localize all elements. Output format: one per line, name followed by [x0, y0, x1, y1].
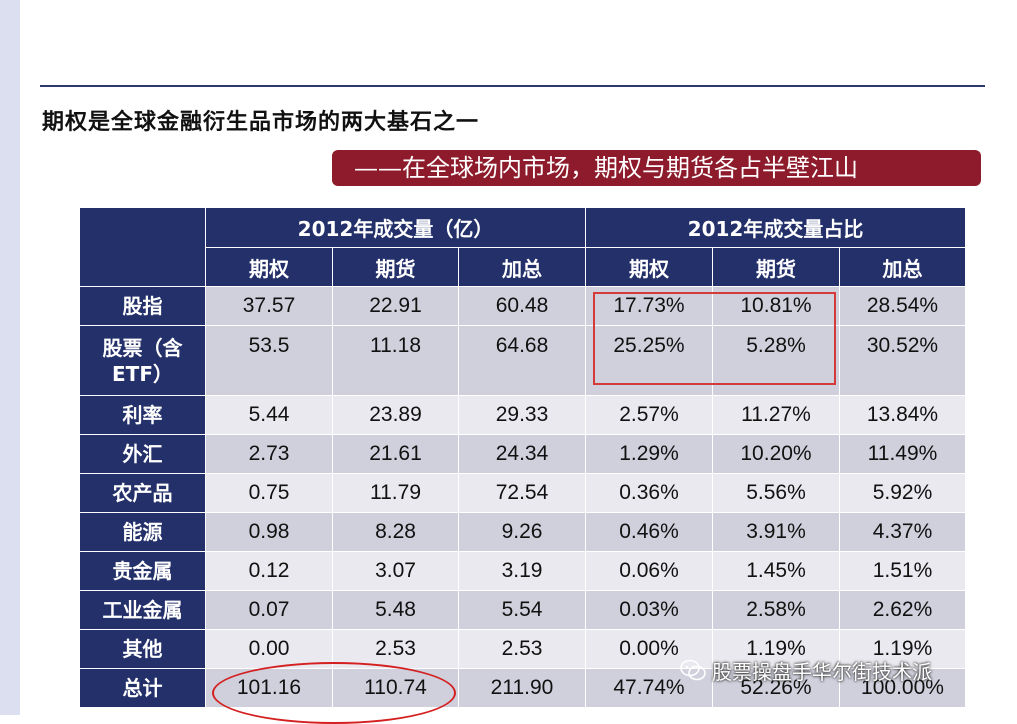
- table-cell: 0.46%: [585, 512, 713, 552]
- table-cell: 9.26: [458, 512, 586, 552]
- row-label: 利率: [79, 395, 206, 435]
- row-label: 农产品: [79, 473, 206, 513]
- table-row: 股指 37.57 22.91 60.48 17.73% 10.81% 28.54…: [79, 286, 966, 326]
- table-cell: 1.45%: [712, 551, 840, 591]
- table-cell: 5.44: [205, 395, 333, 435]
- table-cell: 1.29%: [585, 434, 713, 474]
- col-header: 期权: [585, 247, 713, 287]
- table-cell: 29.33: [458, 395, 586, 435]
- table-cell: 24.34: [458, 434, 586, 474]
- table-cell: 1.51%: [839, 551, 966, 591]
- table-cell: 0.36%: [585, 473, 713, 513]
- top-divider: [40, 85, 985, 87]
- table-cell: 11.79: [332, 473, 459, 513]
- table-cell: 23.89: [332, 395, 459, 435]
- table-cell: 0.75: [205, 473, 333, 513]
- row-label: 外汇: [79, 434, 206, 474]
- table-cell: 0.03%: [585, 590, 713, 630]
- table-cell: 0.00: [205, 629, 333, 669]
- table-cell: 4.37%: [839, 512, 966, 552]
- table-cell: 1.19%: [712, 629, 840, 669]
- table-cell: 0.12: [205, 551, 333, 591]
- row-label: 能源: [79, 512, 206, 552]
- table-row: 能源 0.98 8.28 9.26 0.46% 3.91% 4.37%: [79, 512, 966, 552]
- col-header: 期货: [332, 247, 459, 287]
- table-cell: 8.28: [332, 512, 459, 552]
- row-label: 贵金属: [79, 551, 206, 591]
- table-cell: 2.58%: [712, 590, 840, 630]
- table-cell: 13.84%: [839, 395, 966, 435]
- col-header: 加总: [458, 247, 586, 287]
- table-row: 农产品 0.75 11.79 72.54 0.36% 5.56% 5.92%: [79, 473, 966, 513]
- table-cell: 3.19: [458, 551, 586, 591]
- group-header-share: 2012年成交量占比: [585, 207, 966, 248]
- row-label: 总计: [79, 668, 206, 708]
- corner-cell: [79, 207, 206, 287]
- col-header: 加总: [839, 247, 966, 287]
- col-header: 期货: [712, 247, 840, 287]
- wechat-icon: [680, 659, 706, 681]
- table-cell: 72.54: [458, 473, 586, 513]
- left-decor-strip: [0, 0, 20, 715]
- table-cell: 100.00%: [839, 668, 966, 708]
- col-header: 期权: [205, 247, 333, 287]
- watermark: 股票操盘手华尔街技术派: [680, 655, 932, 685]
- table-cell: 37.57: [205, 286, 333, 326]
- table-cell: 5.54: [458, 590, 586, 630]
- table-cell: 25.25%: [585, 325, 713, 396]
- table-cell: 5.56%: [712, 473, 840, 513]
- table-cell: 5.48: [332, 590, 459, 630]
- table-cell: 0.06%: [585, 551, 713, 591]
- table-cell: 101.16: [205, 668, 333, 708]
- table-cell: 64.68: [458, 325, 586, 396]
- row-label: 其他: [79, 629, 206, 669]
- table-cell: 2.57%: [585, 395, 713, 435]
- table-cell: 30.52%: [839, 325, 966, 396]
- table-row: 工业金属 0.07 5.48 5.54 0.03% 2.58% 2.62%: [79, 590, 966, 630]
- table-cell: 28.54%: [839, 286, 966, 326]
- table-cell: 5.28%: [712, 325, 840, 396]
- table-cell: 0.98: [205, 512, 333, 552]
- table-cell: 3.07: [332, 551, 459, 591]
- watermark-text: 股票操盘手华尔街技术派: [712, 659, 932, 684]
- table-cell: 11.27%: [712, 395, 840, 435]
- table-cell: 5.92%: [839, 473, 966, 513]
- table-row: 股票（含ETF） 53.5 11.18 64.68 25.25% 5.28% 3…: [79, 325, 966, 396]
- table-cell: 2.53: [332, 629, 459, 669]
- table-cell: 2.53: [458, 629, 586, 669]
- table-cell: 110.74: [332, 668, 459, 708]
- table-cell: 21.61: [332, 434, 459, 474]
- table-cell: 10.81%: [712, 286, 840, 326]
- table-cell: 22.91: [332, 286, 459, 326]
- table-row: 贵金属 0.12 3.07 3.19 0.06% 1.45% 1.51%: [79, 551, 966, 591]
- table-cell: 17.73%: [585, 286, 713, 326]
- table-row: 外汇 2.73 21.61 24.34 1.29% 10.20% 11.49%: [79, 434, 966, 474]
- table-cell: 11.49%: [839, 434, 966, 474]
- table-row-total: 总计 101.16 110.74 211.90 47.74% 52.26% 10…: [79, 668, 966, 708]
- table-cell: 60.48: [458, 286, 586, 326]
- table-cell: 2.62%: [839, 590, 966, 630]
- table-cell: 2.73: [205, 434, 333, 474]
- table-cell: 52.26%: [712, 668, 840, 708]
- group-header-volume: 2012年成交量（亿）: [205, 207, 586, 248]
- table-cell: 53.5: [205, 325, 333, 396]
- table-cell: 0.00%: [585, 629, 713, 669]
- table-cell: 0.07: [205, 590, 333, 630]
- table-cell: 11.18: [332, 325, 459, 396]
- row-label: 工业金属: [79, 590, 206, 630]
- table-cell: 211.90: [458, 668, 586, 708]
- table-row: 利率 5.44 23.89 29.33 2.57% 11.27% 13.84%: [79, 395, 966, 435]
- row-label: 股票（含ETF）: [79, 325, 206, 396]
- subtitle-banner: ——在全球场内市场，期权与期货各占半壁江山: [332, 150, 981, 186]
- volume-table: 2012年成交量（亿） 2012年成交量占比 期权 期货 加总 期权 期货 加总…: [79, 207, 966, 708]
- table-cell: 1.19%: [839, 629, 966, 669]
- slide-heading: 期权是全球金融衍生品市场的两大基石之一: [42, 109, 480, 135]
- table-cell: 10.20%: [712, 434, 840, 474]
- row-label: 股指: [79, 286, 206, 326]
- table-cell: 3.91%: [712, 512, 840, 552]
